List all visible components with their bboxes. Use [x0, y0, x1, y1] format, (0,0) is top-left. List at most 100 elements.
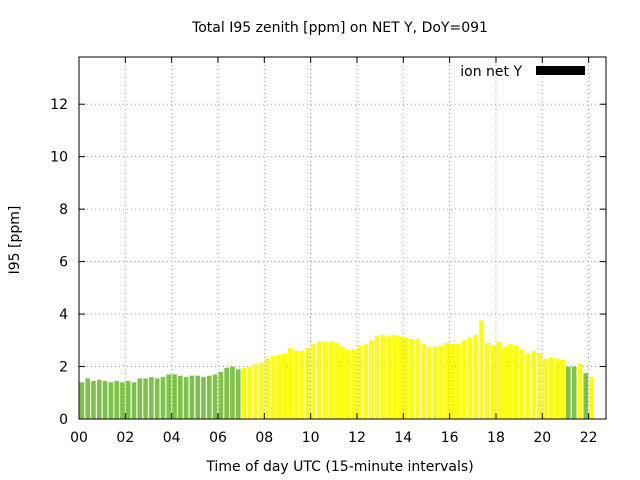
bar — [120, 382, 125, 419]
bar — [206, 375, 212, 419]
bar — [91, 380, 96, 419]
x-tick-label: 20 — [533, 430, 551, 446]
bar — [583, 373, 589, 419]
chart-title: Total I95 zenith [ppm] on NET Y, DoY=091 — [191, 20, 488, 36]
bar — [548, 357, 554, 419]
bar — [542, 358, 548, 419]
bar — [456, 344, 461, 419]
x-tick-label: 16 — [441, 430, 459, 446]
bar — [235, 369, 241, 419]
bar — [490, 345, 496, 419]
y-axis-label: I95 [ppm] — [7, 206, 23, 275]
bar — [125, 380, 131, 419]
bar — [328, 341, 334, 419]
bar — [409, 338, 415, 419]
legend-label: ion net Y — [460, 64, 522, 80]
grid-lines — [79, 57, 606, 419]
bar — [502, 346, 507, 419]
x-tick-label: 18 — [487, 430, 505, 446]
bar — [525, 353, 531, 419]
bar — [461, 340, 467, 419]
bar — [427, 346, 432, 419]
bar — [212, 374, 218, 419]
bar — [143, 378, 148, 419]
x-tick-label: 12 — [348, 430, 366, 446]
bar — [270, 356, 276, 419]
bar — [577, 363, 583, 419]
bar — [218, 371, 224, 419]
bar — [560, 359, 565, 419]
bar — [438, 345, 444, 419]
bar — [496, 341, 502, 419]
y-tick-label: 6 — [59, 255, 68, 271]
bar — [276, 354, 282, 419]
bar — [380, 335, 386, 419]
bar — [531, 350, 536, 419]
bar — [513, 345, 519, 419]
bar — [178, 375, 183, 419]
bar — [386, 336, 392, 419]
bar — [108, 382, 114, 419]
bar — [305, 348, 311, 419]
y-tick-label: 8 — [59, 202, 68, 218]
legend: ion net Y — [460, 64, 585, 80]
y-tick-label: 4 — [59, 307, 68, 323]
bar — [479, 320, 484, 419]
bar — [172, 374, 177, 419]
bar — [340, 346, 345, 419]
bar — [247, 366, 253, 419]
bar — [554, 358, 560, 419]
x-tick-label: 22 — [580, 430, 598, 446]
bar — [398, 336, 403, 419]
y-tick-label: 12 — [50, 97, 68, 113]
y-tick-label: 2 — [59, 360, 68, 376]
legend-swatch — [536, 66, 585, 75]
bar — [85, 378, 90, 419]
bar — [508, 344, 513, 419]
x-tick-label: 08 — [255, 430, 273, 446]
x-tick-label: 02 — [116, 430, 134, 446]
bar — [131, 382, 137, 419]
bar — [195, 375, 201, 419]
bar — [571, 366, 577, 419]
bar — [444, 342, 450, 419]
bar — [149, 377, 154, 419]
x-axis-label: Time of day UTC (15-minute intervals) — [205, 459, 473, 475]
bar — [160, 377, 166, 419]
bar — [357, 345, 363, 419]
bar — [317, 341, 322, 419]
bar — [432, 346, 438, 419]
bar — [537, 353, 542, 419]
bar — [166, 374, 172, 419]
bar-series — [79, 320, 594, 419]
bar — [369, 340, 374, 419]
bar — [322, 341, 328, 419]
bar — [334, 342, 340, 419]
x-tick-label: 04 — [163, 430, 181, 446]
bar — [137, 378, 143, 419]
bar — [566, 366, 571, 419]
bar — [415, 338, 421, 419]
bar — [201, 377, 206, 419]
y-tick-label: 0 — [59, 412, 68, 428]
bar — [484, 342, 490, 419]
bar — [467, 337, 473, 419]
bar — [224, 367, 229, 419]
bar — [288, 348, 293, 419]
bar — [189, 375, 195, 419]
bar — [293, 350, 299, 419]
x-tick-label: 14 — [394, 430, 412, 446]
bar — [183, 377, 189, 419]
y-tick-label: 10 — [50, 150, 68, 166]
bar — [345, 349, 351, 419]
bar — [311, 344, 316, 419]
bar — [253, 363, 258, 419]
bar — [241, 367, 247, 419]
bar — [79, 382, 85, 419]
bar — [264, 358, 270, 419]
bar — [154, 378, 160, 419]
bar — [421, 344, 426, 419]
bar — [403, 337, 409, 419]
